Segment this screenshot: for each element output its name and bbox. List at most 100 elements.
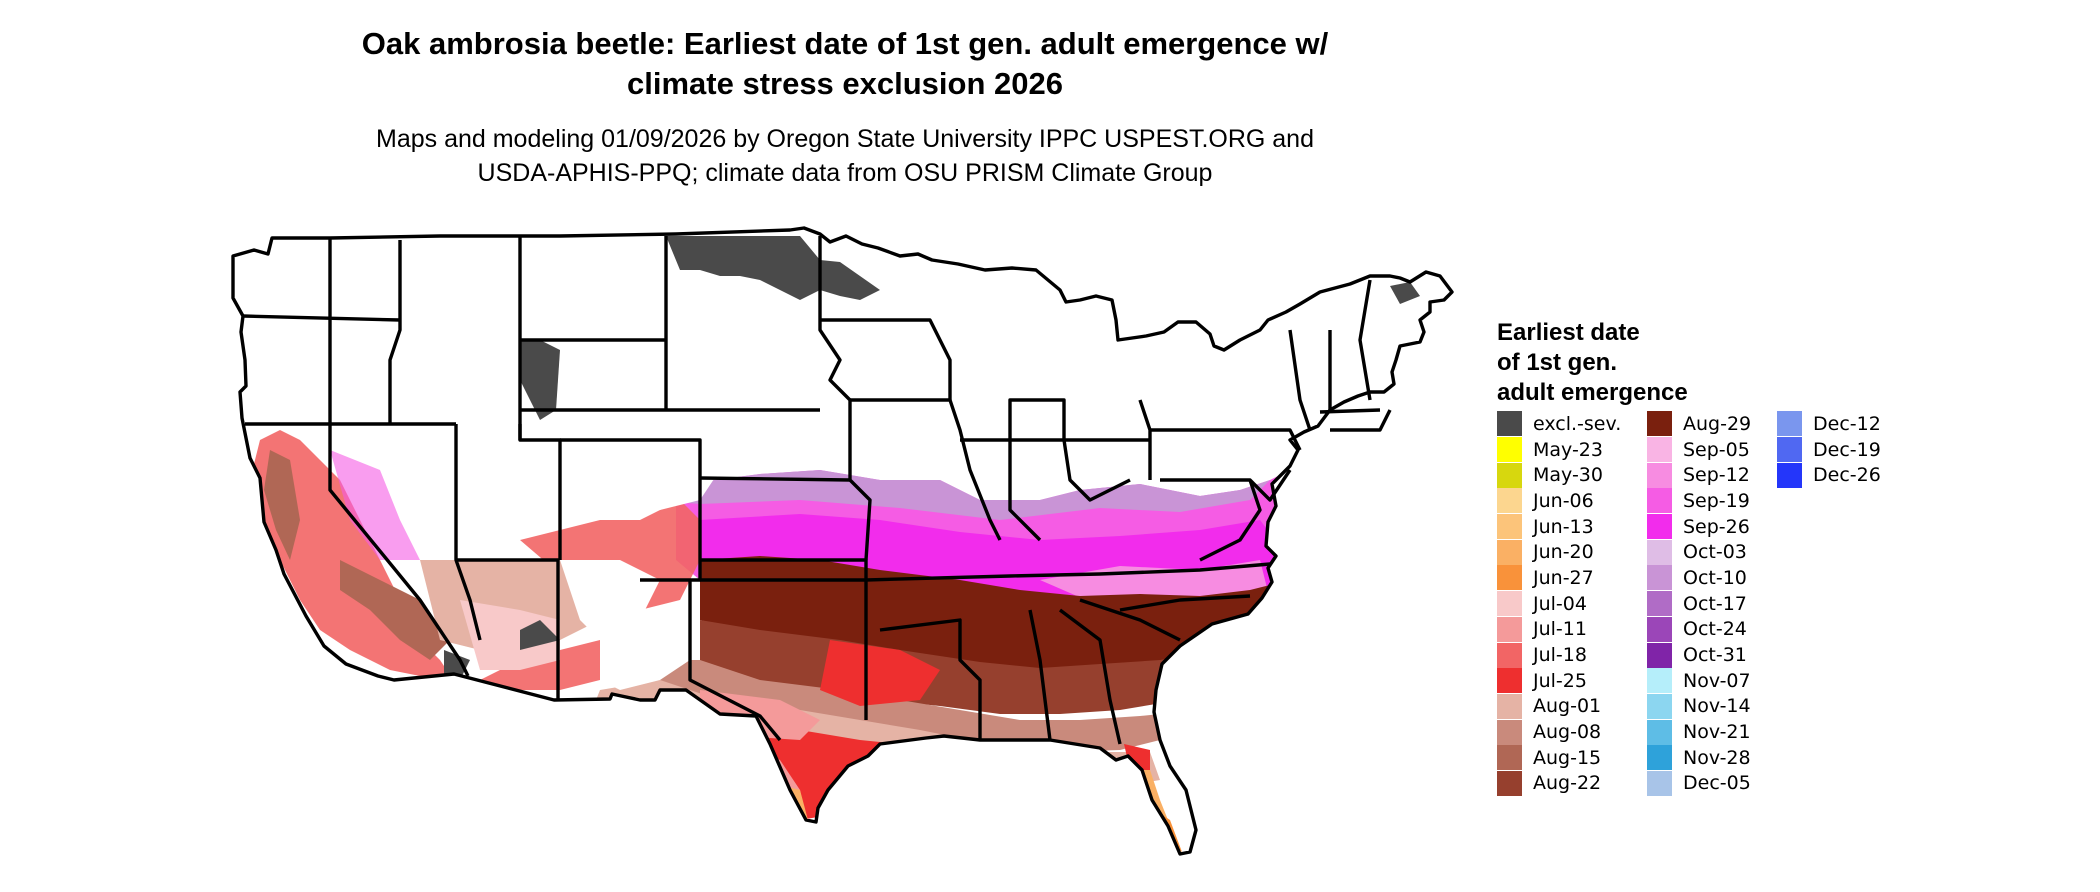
legend-label: Aug-22 [1533,772,1602,795]
legend-swatch [1497,745,1522,771]
legend-label: Oct-10 [1683,566,1747,589]
legend-swatch [1647,616,1672,642]
legend-label: Sep-12 [1683,464,1750,487]
legend-item: Oct-31 [1647,642,1807,668]
legend-label: Aug-29 [1683,412,1752,435]
legend-label: Oct-24 [1683,618,1747,641]
legend-swatch [1497,462,1522,488]
map-subtitle-line-2: USDA-APHIS-PPQ; climate data from OSU PR… [477,159,1213,187]
legend-label: Oct-17 [1683,592,1747,615]
legend-label: Nov-21 [1683,721,1751,744]
legend-title-line-1: Earliest date [1497,319,1640,346]
legend-label: Jul-04 [1533,592,1587,615]
legend-item: Jul-11 [1497,616,1657,643]
legend-label: Nov-07 [1683,669,1751,692]
legend-item: Nov-14 [1647,693,1807,720]
map-title-line-1: Oak ambrosia beetle: Earliest date of 1s… [361,26,1329,61]
legend-swatch [1647,642,1672,668]
legend-item: Dec-19 [1777,437,1937,463]
map-subtitle-line-1: Maps and modeling 01/09/2026 by Oregon S… [376,125,1314,153]
legend-item: Oct-03 [1647,539,1807,565]
legend-swatch [1497,693,1522,719]
legend-item: Sep-26 [1647,514,1807,540]
legend-item: Sep-12 [1647,462,1807,488]
legend-item: Jun-06 [1497,488,1657,514]
legend-swatch [1497,642,1522,668]
legend-label: Jun-06 [1533,489,1594,512]
legend-swatch [1497,565,1522,591]
legend-label: May-23 [1533,438,1603,461]
legend-swatch [1647,411,1672,437]
legend-label: Oct-03 [1683,541,1747,564]
legend-swatch [1777,411,1802,437]
legend-swatch [1647,770,1672,796]
legend-swatch [1647,591,1672,617]
legend-item: Dec-26 [1777,462,1937,488]
legend-swatch [1647,693,1672,719]
legend-item: Jun-27 [1497,565,1657,591]
legend-item: Dec-12 [1777,411,1937,437]
legend-label: Dec-19 [1813,438,1881,461]
legend-item: Jul-25 [1497,668,1657,694]
legend-label: Jun-20 [1533,541,1594,564]
legend-label: Jun-13 [1533,515,1594,538]
legend-title: Earliest date of 1st gen. adult emergenc… [1497,318,1757,408]
legend-column-3: Dec-12 Dec-19 Dec-26 [1777,411,1937,488]
legend-label: Aug-15 [1533,746,1602,769]
legend-item: Aug-29 [1647,411,1807,437]
legend-item: Aug-22 [1497,770,1657,797]
legend-swatch [1497,437,1522,463]
legend-label: Jun-27 [1533,566,1594,589]
legend-item: Sep-19 [1647,488,1807,514]
legend-item: Nov-21 [1647,719,1807,745]
legend-item: Sep-05 [1647,437,1807,463]
legend-item: Oct-24 [1647,616,1807,643]
legend-label: Jul-25 [1533,669,1587,692]
legend-swatch [1647,462,1672,488]
legend-label: excl.-sev. [1533,412,1622,435]
legend-label: Jul-11 [1533,618,1587,641]
legend-label: May-30 [1533,464,1603,487]
legend-item: Aug-08 [1497,719,1657,745]
legend-item: Nov-28 [1647,745,1807,771]
legend-label: Nov-14 [1683,695,1751,718]
legend-swatch [1777,437,1802,463]
legend-label: Dec-05 [1683,772,1751,795]
legend-label: Jul-18 [1533,644,1587,667]
legend-item: Jul-04 [1497,591,1657,617]
legend-swatch [1647,488,1672,514]
legend-swatch [1497,770,1522,796]
legend-title-line-3: adult emergence [1497,379,1688,406]
legend-swatch [1647,719,1672,745]
legend-swatch [1777,462,1802,488]
legend-item: Jul-18 [1497,642,1657,668]
legend-swatch [1647,539,1672,565]
legend-label: Aug-08 [1533,721,1602,744]
legend-swatch [1647,745,1672,771]
legend-swatch [1497,488,1522,514]
legend-swatch [1647,565,1672,591]
legend-swatch [1497,616,1522,642]
legend-column-2: Aug-29 Sep-05 Sep-12 Sep-19 Sep-26 Oct-03 Oct-… [1647,411,1807,796]
legend-label: Sep-26 [1683,515,1750,538]
legend-item: Dec-05 [1647,770,1807,797]
map-title-line-2: climate stress exclusion 2026 [627,66,1063,101]
legend-label: Oct-31 [1683,644,1747,667]
legend-swatch [1497,591,1522,617]
legend-item: Aug-01 [1497,693,1657,720]
legend-item: May-23 [1497,437,1657,463]
map-title: Oak ambrosia beetle: Earliest date of 1s… [210,24,1480,104]
legend-item: Aug-15 [1497,745,1657,771]
legend-label: Dec-12 [1813,412,1881,435]
legend-swatch [1497,668,1522,694]
legend-label: Dec-26 [1813,464,1881,487]
legend-swatch [1497,539,1522,565]
legend-label: Aug-01 [1533,695,1602,718]
legend-swatch [1647,514,1672,540]
legend-item: Oct-17 [1647,591,1807,617]
legend-item: excl.-sev. [1497,411,1657,437]
legend-column-1: excl.-sev. May-23 May-30 Jun-06 Jun-13 Jun-20… [1497,411,1657,796]
legend-swatch [1647,437,1672,463]
legend-swatch [1497,719,1522,745]
legend-item: Jun-13 [1497,514,1657,540]
